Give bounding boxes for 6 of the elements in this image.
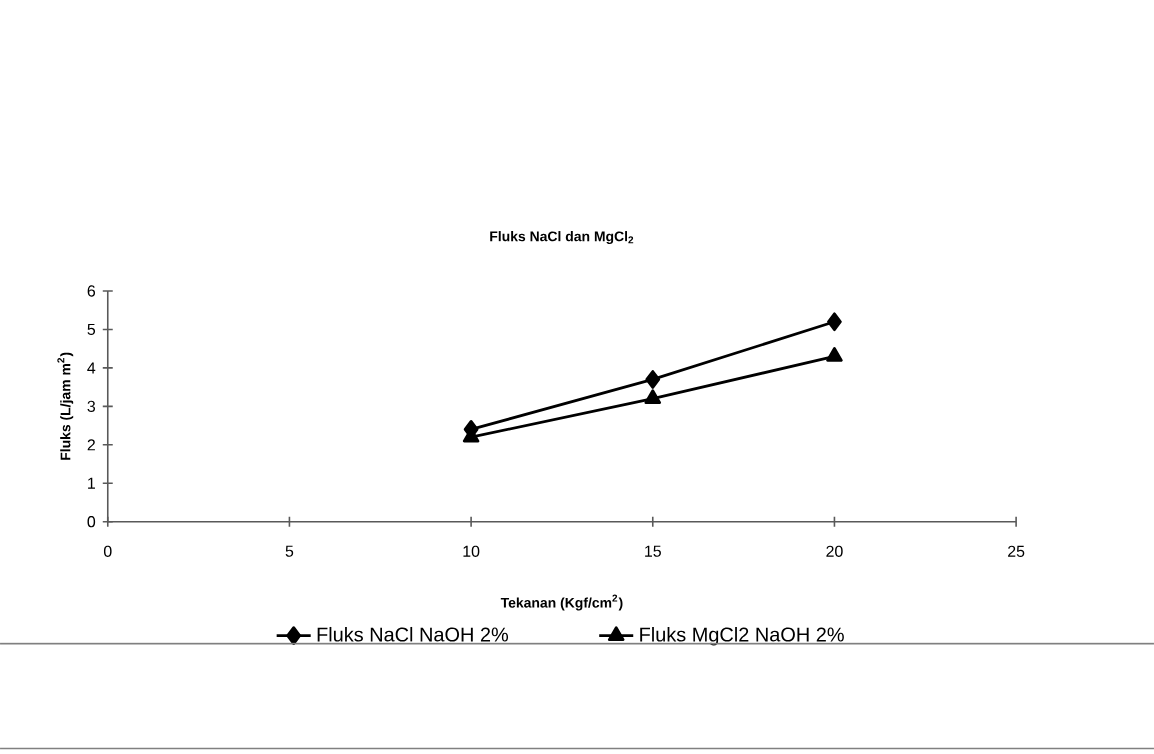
point [645, 369, 661, 389]
legend-label: Fluks MgCl2 NaOH 2% [640, 626, 844, 646]
point [826, 346, 843, 362]
point [644, 389, 662, 404]
legend-label: Fluks NaCl NaOH 2% [317, 626, 509, 642]
point [827, 312, 842, 332]
